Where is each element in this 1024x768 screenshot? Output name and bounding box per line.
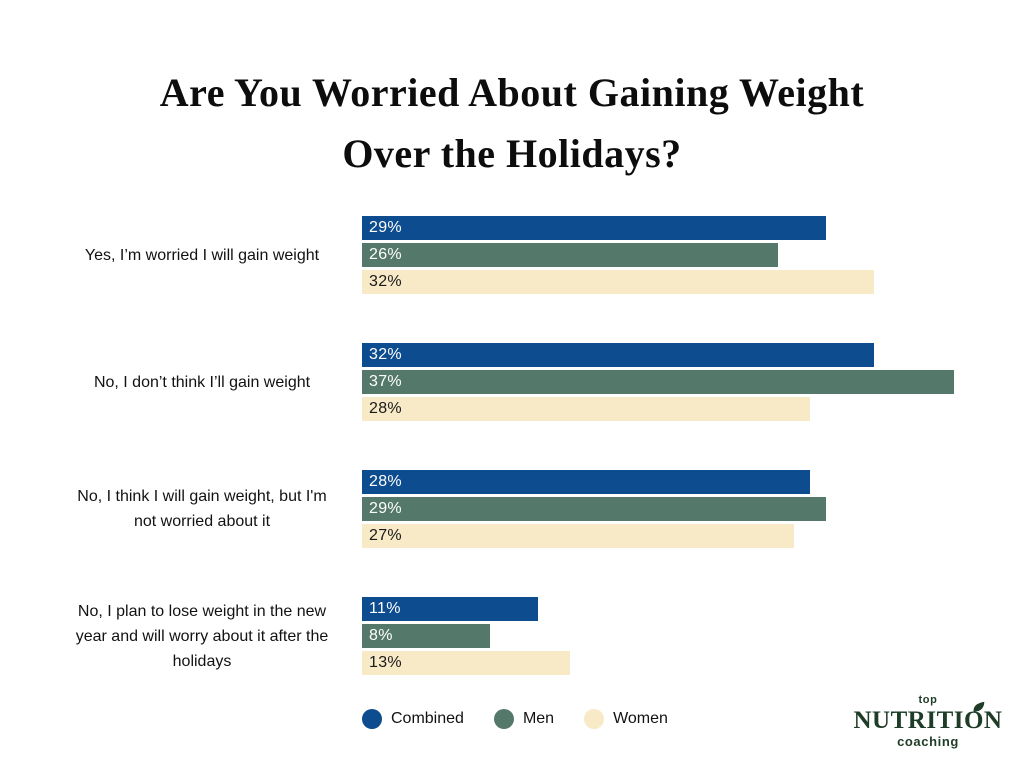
bar-value-label: 13% xyxy=(369,654,402,671)
bar-value-label: 28% xyxy=(369,473,402,490)
leaf-icon xyxy=(974,701,985,712)
category-label: No, I think I will gain weight, but I'm … xyxy=(77,488,327,530)
legend-label: Combined xyxy=(391,710,464,727)
logo-sub-text: coaching xyxy=(897,734,959,749)
legend-item-women: Women xyxy=(584,706,668,732)
bar-women: 28% xyxy=(362,397,810,421)
bar-men: 37% xyxy=(362,370,954,394)
chart-group: No, I think I will gain weight, but I'm … xyxy=(0,470,954,548)
chart-group: Yes, I’m worried I will gain weight 29% 26… xyxy=(0,216,954,294)
bar-value-label: 29% xyxy=(369,500,402,517)
bar-women: 32% xyxy=(362,270,874,294)
bar-group: 28% 29% 27% xyxy=(362,470,826,548)
chart-group: No, I don’t think I’ll gain weight 32% 37%… xyxy=(0,343,954,421)
bar-value-label: 32% xyxy=(369,273,402,290)
bar-group: 32% 37% 28% xyxy=(362,343,954,421)
chart-group: No, I plan to lose weight in the new yea… xyxy=(0,597,954,675)
chart-legend: Combined Men Women xyxy=(362,706,668,732)
legend-item-combined: Combined xyxy=(362,706,464,732)
bar-group: 29% 26% 32% xyxy=(362,216,874,294)
bar-combined: 28% xyxy=(362,470,810,494)
bar-value-label: 26% xyxy=(369,246,402,263)
category-label: No, I plan to lose weight in the new yea… xyxy=(75,602,329,670)
bar-women: 27% xyxy=(362,524,794,548)
chart-title-line1: Are You Worried About Gaining Weight xyxy=(159,70,865,115)
category-label: No, I don’t think I’ll gain weight xyxy=(93,373,311,391)
bar-value-label: 28% xyxy=(369,400,402,417)
bar-combined: 29% xyxy=(362,216,826,240)
chart-title: Are You Worried About Gaining Weight Over… xyxy=(0,62,1024,184)
bar-combined: 11% xyxy=(362,597,538,621)
bar-chart: Yes, I’m worried I will gain weight 29% 26… xyxy=(0,216,954,724)
legend-dot-combined xyxy=(362,709,382,729)
bar-value-label: 8% xyxy=(369,627,393,644)
bar-value-label: 29% xyxy=(369,219,402,236)
bar-combined: 32% xyxy=(362,343,874,367)
bar-value-label: 27% xyxy=(369,527,402,544)
category-label: Yes, I’m worried I will gain weight xyxy=(84,246,320,264)
chart-title-line2: Over the Holidays? xyxy=(342,131,682,176)
logo-top-text: top xyxy=(918,694,938,706)
bar-value-label: 32% xyxy=(369,346,402,363)
logo-main-text: NUTRITION xyxy=(853,701,1003,734)
legend-label: Men xyxy=(522,710,555,727)
legend-dot-men xyxy=(493,709,514,729)
bar-value-label: 37% xyxy=(369,373,402,390)
bar-men: 29% xyxy=(362,497,826,521)
legend-item-men: Men xyxy=(493,706,555,732)
logo-wordmark: NUTRITION xyxy=(853,707,1003,734)
legend-label: Women xyxy=(613,710,668,727)
bar-men: 26% xyxy=(362,243,778,267)
bar-value-label: 11% xyxy=(369,600,401,617)
bar-women: 13% xyxy=(362,651,570,675)
brand-logo: top NUTRITION coaching xyxy=(838,694,1018,749)
logo-main-wrap: NUTRITION xyxy=(838,701,1018,734)
legend-dot-women xyxy=(584,709,605,729)
bar-group: 11% 8% 13% xyxy=(362,597,570,675)
bar-men: 8% xyxy=(362,624,490,648)
